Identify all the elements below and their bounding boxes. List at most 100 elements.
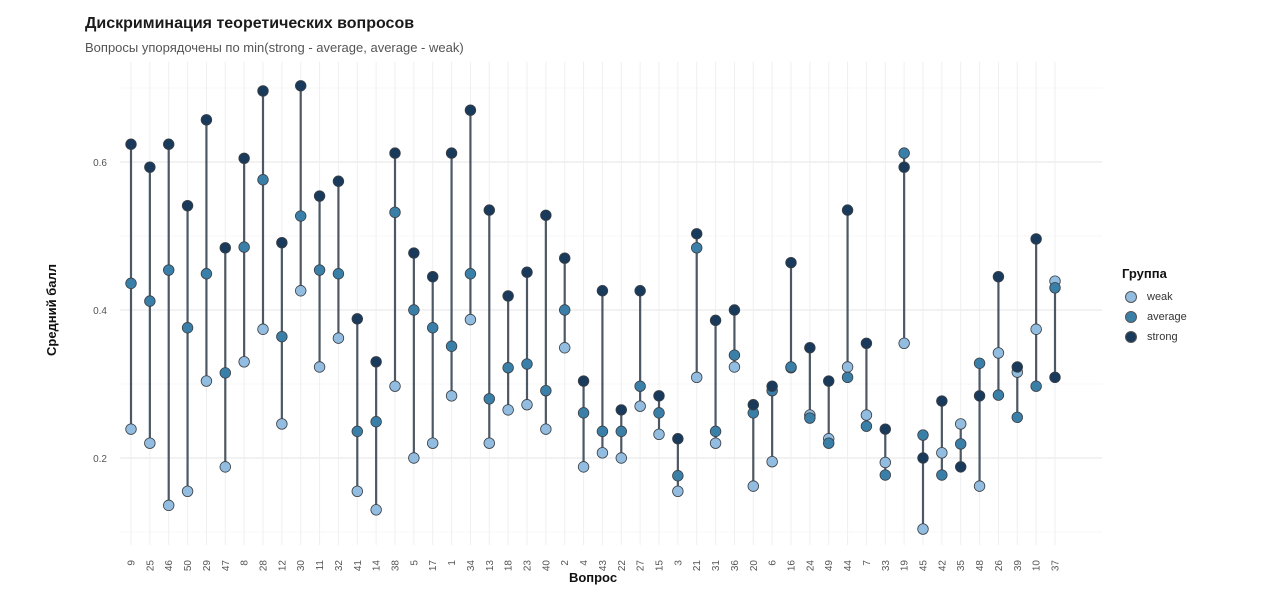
point-strong-43 — [596, 285, 609, 297]
point-average-18 — [502, 362, 514, 374]
point-average-24 — [804, 412, 816, 424]
point-weak-9 — [125, 423, 137, 435]
x-tick-label: 23 — [523, 560, 534, 572]
x-tick-label: 22 — [617, 560, 628, 572]
x-tick-label: 48 — [975, 560, 986, 572]
point-strong-32 — [332, 175, 345, 187]
point-weak-38 — [389, 380, 401, 392]
point-weak-15 — [653, 428, 665, 441]
point-weak-18 — [502, 404, 514, 416]
x-tick-label: 17 — [428, 560, 439, 572]
point-average-7 — [860, 420, 873, 432]
x-tick-label: 26 — [994, 560, 1005, 572]
point-strong-29 — [200, 114, 213, 126]
point-average-39 — [1011, 411, 1023, 424]
point-average-33 — [879, 469, 891, 481]
point-strong-9 — [125, 138, 137, 150]
legend-label: strong — [1147, 331, 1178, 343]
point-strong-6 — [766, 380, 778, 392]
point-average-16 — [785, 361, 797, 373]
point-strong-50 — [181, 199, 194, 212]
point-average-27 — [634, 380, 646, 392]
point-strong-38 — [389, 147, 401, 159]
point-weak-21 — [691, 371, 703, 384]
point-strong-45 — [917, 452, 929, 464]
x-tick-label: 42 — [937, 560, 948, 572]
point-average-48 — [973, 357, 986, 369]
x-tick-label: 1 — [447, 560, 458, 566]
x-tick-label: 39 — [1013, 560, 1024, 572]
x-tick-label: 41 — [353, 560, 364, 572]
point-strong-2 — [559, 252, 571, 264]
x-tick-label: 3 — [673, 560, 684, 566]
point-average-17 — [427, 322, 439, 334]
y-tick-label: 0.2 — [93, 454, 107, 465]
point-weak-23 — [521, 399, 533, 411]
point-weak-34 — [464, 313, 477, 326]
x-tick-label: 44 — [843, 560, 854, 572]
point-weak-19 — [898, 337, 910, 350]
point-average-43 — [596, 425, 609, 438]
x-tick-label: 25 — [145, 560, 156, 572]
point-average-10 — [1030, 380, 1042, 392]
point-weak-43 — [596, 447, 609, 459]
point-weak-3 — [672, 485, 684, 498]
point-strong-16 — [785, 256, 797, 269]
point-average-19 — [898, 147, 910, 159]
point-average-38 — [389, 206, 401, 219]
point-average-5 — [408, 304, 420, 316]
legend-dot-strong — [1125, 331, 1137, 343]
point-average-9 — [125, 277, 137, 290]
point-strong-8 — [238, 152, 250, 165]
point-average-3 — [672, 470, 684, 482]
point-average-36 — [728, 349, 741, 361]
x-tick-label: 46 — [164, 560, 175, 572]
x-tick-label: 40 — [541, 560, 552, 572]
point-weak-4 — [577, 461, 590, 473]
x-tick-label: 30 — [296, 560, 307, 572]
point-strong-40 — [540, 209, 552, 221]
point-average-25 — [144, 295, 156, 307]
point-strong-14 — [370, 356, 382, 368]
point-strong-41 — [351, 313, 363, 325]
point-weak-41 — [351, 485, 363, 498]
x-tick-label: 47 — [221, 560, 232, 572]
point-average-42 — [936, 469, 948, 481]
point-strong-3 — [672, 433, 684, 445]
point-weak-5 — [408, 452, 420, 464]
x-tick-label: 28 — [259, 560, 270, 572]
point-weak-33 — [879, 456, 891, 469]
point-average-13 — [483, 393, 495, 405]
point-strong-13 — [483, 204, 495, 216]
point-average-47 — [219, 367, 231, 379]
x-tick-label: 7 — [862, 560, 873, 566]
legend-dot-weak — [1125, 291, 1137, 303]
point-average-1 — [445, 340, 458, 352]
chart-subtitle: Вопросы упорядочены по min(strong - aver… — [85, 40, 464, 55]
point-weak-2 — [559, 342, 571, 354]
x-tick-label: 5 — [409, 560, 420, 566]
point-average-45 — [917, 429, 929, 441]
point-strong-42 — [936, 395, 948, 407]
point-weak-1 — [445, 390, 458, 402]
x-tick-label: 36 — [730, 560, 741, 572]
x-tick-label: 43 — [598, 560, 609, 572]
x-tick-label: 6 — [768, 560, 779, 566]
grid — [120, 62, 1102, 545]
point-average-34 — [464, 268, 477, 280]
point-weak-47 — [219, 461, 231, 473]
point-strong-28 — [257, 85, 269, 97]
point-weak-8 — [238, 356, 250, 368]
point-strong-30 — [295, 80, 307, 92]
point-strong-10 — [1030, 233, 1042, 245]
x-tick-label: 21 — [692, 560, 703, 572]
point-strong-44 — [841, 204, 854, 216]
point-strong-12 — [276, 236, 288, 249]
x-tick-label: 31 — [711, 560, 722, 572]
x-tick-label: 4 — [579, 560, 590, 566]
x-tick-labels: 9 25 46 50 29 47 8 28 12 30 11 32 41 14 38 5 17 1 34 13 18 23… — [127, 560, 1062, 572]
point-strong-5 — [408, 247, 420, 259]
x-tick-label: 16 — [787, 560, 798, 572]
point-average-40 — [540, 384, 552, 397]
x-tick-label: 15 — [655, 560, 666, 572]
